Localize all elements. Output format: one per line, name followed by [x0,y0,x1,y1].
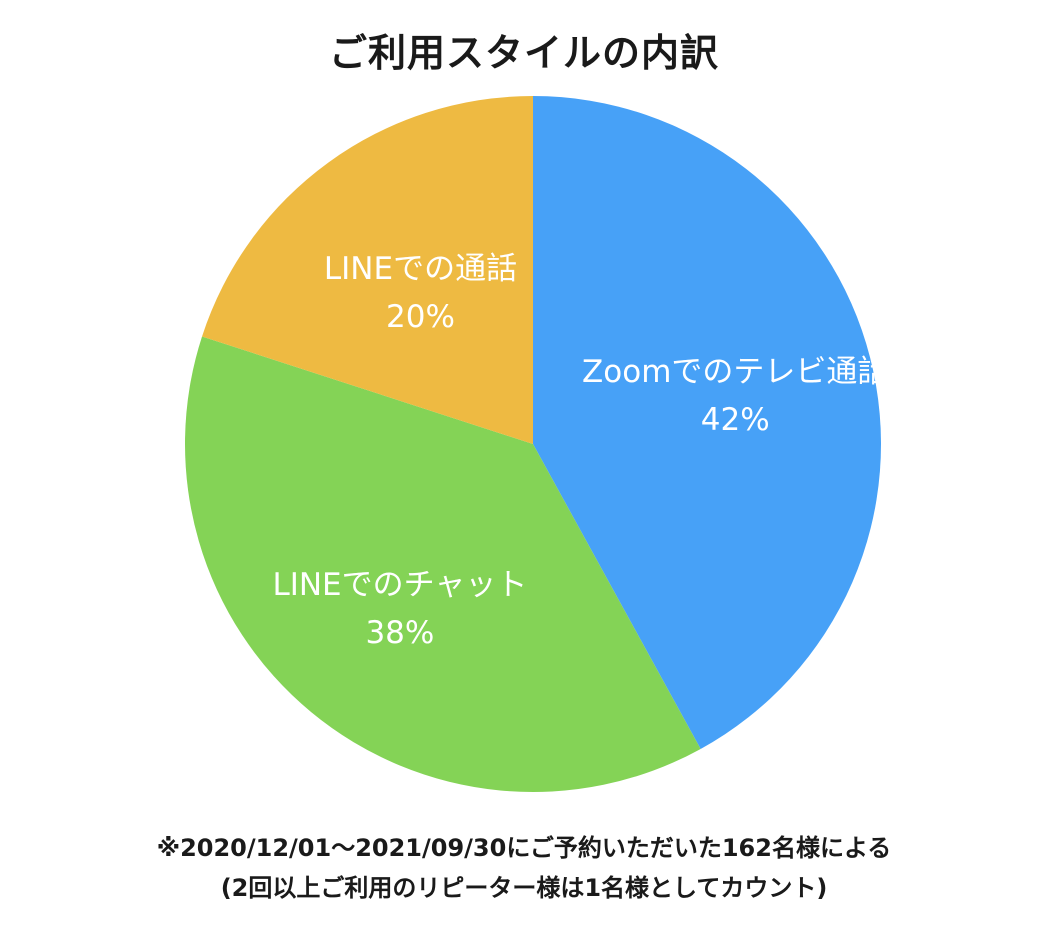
chart-title: ご利用スタイルの内訳 [328,31,719,75]
label-line-chat-percent: 38% [365,615,434,651]
slice-zoom-video-call [533,96,881,749]
slice-line-call [202,96,533,444]
label-line-chat-name: LINEでのチャット [272,567,527,603]
label-line-call-name: LINEでの通話 [324,251,517,287]
footnote-period: ※2020/12/01～2021/09/30にご予約いただいた162名様による [156,834,892,862]
footnote-repeaters: (2回以上ご利用のリピーター様は1名様としてカウント) [220,874,828,902]
label-line-call-percent: 20% [386,299,455,335]
slice-line-chat [184,336,701,793]
label-zoom-video-call-name: Zoomでのテレビ通話 [582,354,888,390]
label-zoom-video-call-percent: 42% [701,402,770,438]
